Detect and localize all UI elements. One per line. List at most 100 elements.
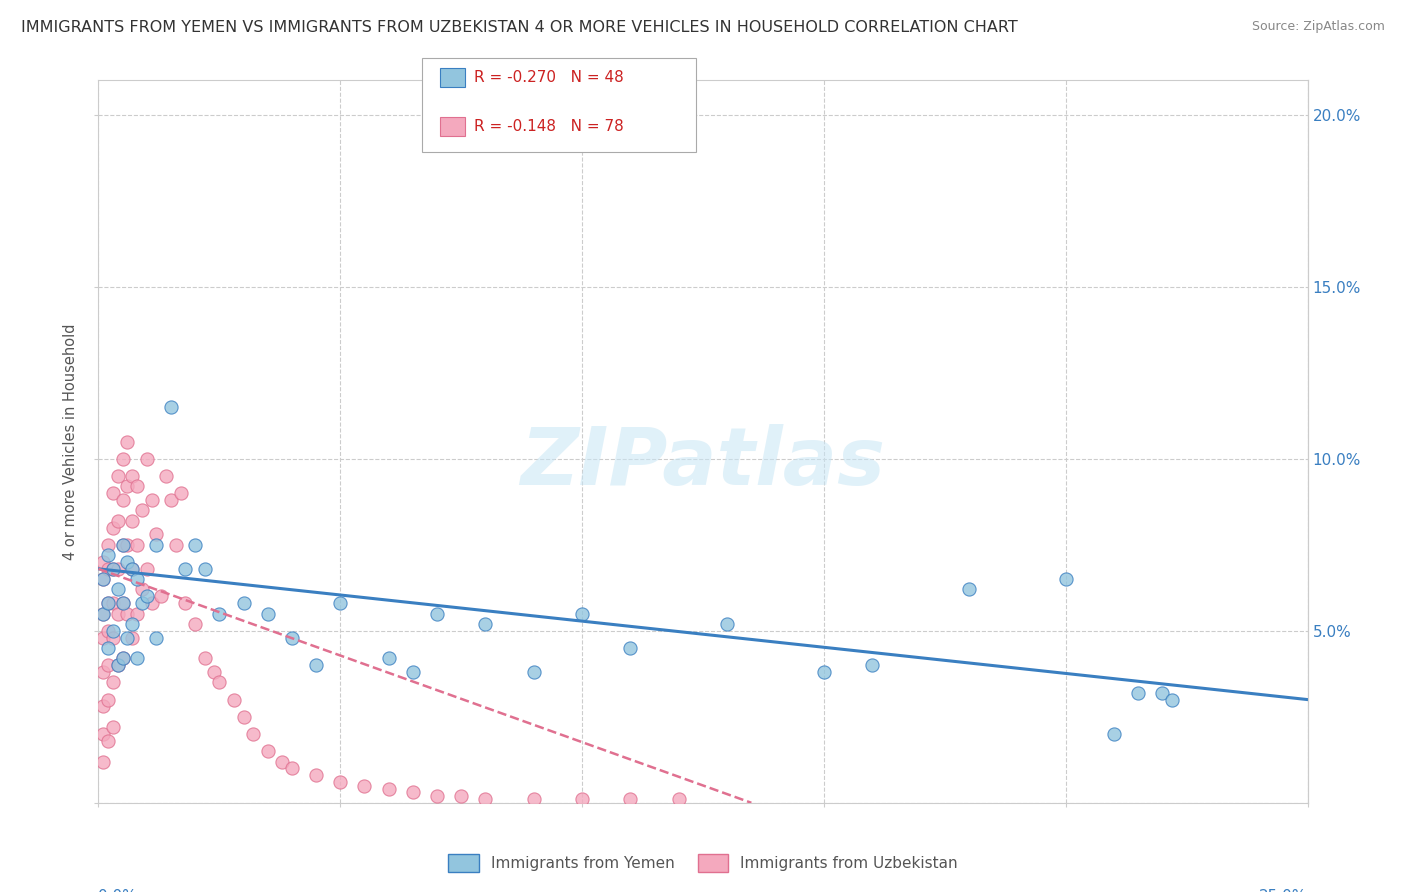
Point bbox=[474, 792, 496, 806]
Text: IMMIGRANTS FROM YEMEN VS IMMIGRANTS FROM UZBEKISTAN 4 OR MORE VEHICLES IN HOUSEH: IMMIGRANTS FROM YEMEN VS IMMIGRANTS FROM… bbox=[21, 20, 1018, 35]
Point bbox=[97, 548, 120, 562]
Point bbox=[117, 538, 139, 552]
Point bbox=[111, 651, 134, 665]
Point bbox=[121, 469, 143, 483]
Point bbox=[107, 658, 129, 673]
Point bbox=[256, 607, 278, 621]
Point bbox=[121, 631, 143, 645]
Point bbox=[97, 692, 120, 706]
Point bbox=[101, 720, 124, 734]
Point bbox=[127, 607, 149, 621]
Point bbox=[111, 451, 134, 466]
Point bbox=[619, 792, 641, 806]
Point bbox=[160, 493, 183, 508]
Point bbox=[450, 789, 472, 803]
Point bbox=[97, 658, 120, 673]
Point bbox=[107, 469, 129, 483]
Point bbox=[91, 699, 114, 714]
Point bbox=[91, 607, 114, 621]
Point bbox=[281, 631, 304, 645]
Point bbox=[377, 782, 399, 797]
Point bbox=[329, 775, 352, 789]
Point bbox=[131, 596, 153, 610]
Point bbox=[111, 596, 134, 610]
Point bbox=[145, 538, 167, 552]
Point bbox=[813, 665, 835, 679]
Point bbox=[150, 590, 173, 604]
Point bbox=[256, 744, 278, 758]
Point bbox=[571, 607, 593, 621]
Point bbox=[91, 572, 114, 586]
Text: 0.0%: 0.0% bbox=[98, 888, 138, 892]
Point bbox=[97, 562, 120, 576]
Point bbox=[97, 538, 120, 552]
Legend: Immigrants from Yemen, Immigrants from Uzbekistan: Immigrants from Yemen, Immigrants from U… bbox=[441, 848, 965, 879]
Point bbox=[131, 582, 153, 597]
Point bbox=[97, 596, 120, 610]
Point bbox=[353, 779, 375, 793]
Point bbox=[571, 792, 593, 806]
Point bbox=[184, 538, 207, 552]
Point bbox=[101, 675, 124, 690]
Point bbox=[222, 692, 245, 706]
Point bbox=[97, 640, 120, 655]
Point bbox=[208, 675, 231, 690]
Point bbox=[145, 527, 167, 541]
Point bbox=[127, 651, 149, 665]
Point bbox=[1152, 686, 1174, 700]
Point bbox=[127, 572, 149, 586]
Point bbox=[523, 665, 546, 679]
Point bbox=[91, 631, 114, 645]
Point bbox=[155, 469, 177, 483]
Point bbox=[305, 658, 328, 673]
Point bbox=[305, 768, 328, 782]
Point bbox=[204, 665, 226, 679]
Point bbox=[1128, 686, 1150, 700]
Point bbox=[271, 755, 294, 769]
Point bbox=[121, 562, 143, 576]
Point bbox=[117, 607, 139, 621]
Text: R = -0.148   N = 78: R = -0.148 N = 78 bbox=[474, 120, 624, 134]
Point bbox=[474, 616, 496, 631]
Point bbox=[117, 434, 139, 449]
Y-axis label: 4 or more Vehicles in Household: 4 or more Vehicles in Household bbox=[63, 323, 79, 560]
Point bbox=[1102, 727, 1125, 741]
Point bbox=[135, 451, 157, 466]
Point bbox=[117, 631, 139, 645]
Point bbox=[111, 493, 134, 508]
Point bbox=[117, 555, 139, 569]
Point bbox=[111, 538, 134, 552]
Point bbox=[91, 572, 114, 586]
Point bbox=[107, 658, 129, 673]
Point bbox=[111, 538, 134, 552]
Point bbox=[101, 596, 124, 610]
Point bbox=[97, 596, 120, 610]
Text: ZIPatlas: ZIPatlas bbox=[520, 425, 886, 502]
Point bbox=[121, 514, 143, 528]
Point bbox=[141, 596, 163, 610]
Point bbox=[91, 665, 114, 679]
Point bbox=[184, 616, 207, 631]
Point bbox=[426, 607, 449, 621]
Point bbox=[91, 607, 114, 621]
Point bbox=[174, 596, 197, 610]
Point bbox=[174, 562, 197, 576]
Point bbox=[194, 651, 217, 665]
Point bbox=[101, 631, 124, 645]
Point bbox=[127, 479, 149, 493]
Point bbox=[131, 503, 153, 517]
Point bbox=[101, 624, 124, 638]
Point bbox=[377, 651, 399, 665]
Point bbox=[91, 727, 114, 741]
Point bbox=[97, 624, 120, 638]
Point bbox=[107, 607, 129, 621]
Text: Source: ZipAtlas.com: Source: ZipAtlas.com bbox=[1251, 20, 1385, 33]
Point bbox=[107, 582, 129, 597]
Point bbox=[111, 651, 134, 665]
Point bbox=[91, 755, 114, 769]
Point bbox=[135, 590, 157, 604]
Point bbox=[111, 596, 134, 610]
Point bbox=[97, 734, 120, 748]
Point bbox=[232, 596, 254, 610]
Point bbox=[101, 486, 124, 500]
